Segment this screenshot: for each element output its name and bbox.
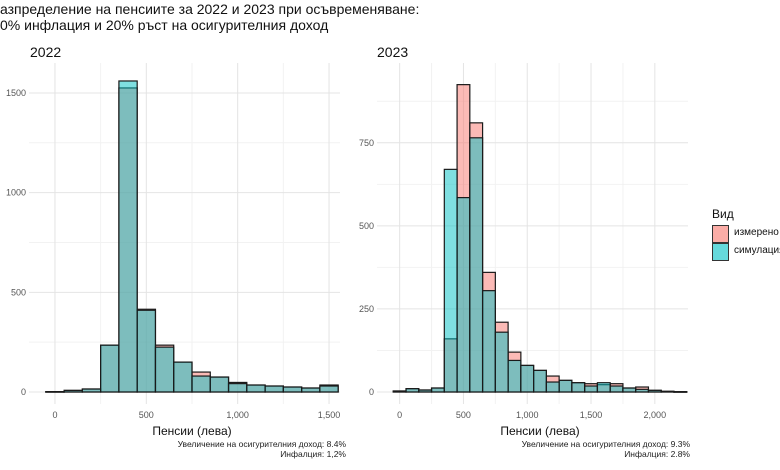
legend-title: Вид — [712, 207, 734, 221]
bar-simulated — [405, 388, 420, 393]
bar-simulated — [430, 387, 445, 393]
bar-simulated — [494, 331, 509, 393]
caption-inflation: Инфалция: 1,2% — [280, 449, 346, 459]
x-axis-label: Пенсии (лева) — [500, 424, 579, 438]
y-tick-label: 750 — [359, 138, 374, 148]
y-tick-label: 500 — [359, 221, 374, 231]
bar-simulated — [392, 390, 407, 393]
bar-simulated — [191, 375, 211, 393]
bar-simulated — [584, 385, 599, 393]
legend-label-simulated: симулация — [734, 245, 780, 256]
x-tick-label: 0 — [52, 410, 57, 420]
caption-income-growth: Увеличение на осигурителния доход: 9.3% — [522, 439, 691, 449]
figure-title-line2: 0% инфлация и 20% ръст на осигурителния … — [0, 17, 329, 33]
bar-simulated — [443, 168, 458, 393]
bar-simulated — [545, 381, 560, 393]
bar-simulated — [418, 389, 433, 393]
x-tick-label: 500 — [456, 410, 471, 420]
bar-simulated — [456, 197, 471, 393]
bar-simulated — [647, 389, 662, 393]
bar-simulated — [118, 80, 138, 393]
caption-inflation: Инфалция: 2.8% — [624, 449, 690, 459]
bar-simulated — [520, 364, 535, 393]
x-tick-label: 2,000 — [644, 410, 667, 420]
y-tick-label: 1500 — [6, 88, 26, 98]
x-axis-label: Пенсии (лева) — [152, 424, 231, 438]
y-tick-label: 0 — [369, 387, 374, 397]
x-tick-label: 1,500 — [580, 410, 603, 420]
y-tick-label: 500 — [11, 287, 26, 297]
x-tick-label: 1,500 — [318, 410, 341, 420]
bar-simulated — [533, 369, 547, 393]
bar-simulated — [622, 387, 637, 393]
x-tick-label: 1,000 — [226, 410, 249, 420]
bar-simulated — [209, 376, 230, 393]
bar-simulated — [596, 382, 611, 393]
bar-simulated — [558, 379, 573, 393]
legend-label-measured: измерено — [734, 227, 779, 238]
x-tick-label: 0 — [397, 410, 402, 420]
bar-simulated — [136, 309, 157, 393]
bar-simulated — [673, 391, 688, 393]
bar-simulated — [264, 385, 284, 393]
bar-simulated — [282, 386, 303, 393]
bar-simulated — [301, 387, 321, 393]
bar-simulated — [45, 391, 65, 393]
bar-simulated — [319, 385, 339, 393]
caption-income-growth: Увеличение на осигурителния доход: 8.4% — [178, 439, 347, 449]
x-tick-label: 1,000 — [516, 410, 539, 420]
bar-simulated — [154, 346, 175, 393]
panel-title: 2022 — [30, 44, 61, 60]
y-tick-label: 250 — [359, 304, 374, 314]
bar-simulated — [635, 388, 650, 393]
bar-simulated — [507, 359, 522, 393]
panel-title: 2023 — [377, 44, 408, 60]
bar-simulated — [100, 344, 120, 393]
bar-simulated — [609, 385, 624, 393]
y-tick-label: 0 — [21, 387, 26, 397]
x-tick-label: 500 — [139, 410, 154, 420]
legend-key-simulated — [712, 243, 729, 261]
figure-title-line1: азпределение на пенсиите за 2022 и 2023 … — [0, 1, 420, 17]
bar-simulated — [246, 384, 266, 393]
bar-simulated — [481, 290, 496, 393]
bar-simulated — [571, 382, 586, 393]
bar-simulated — [469, 137, 484, 393]
bar-simulated — [660, 390, 675, 393]
bar-simulated — [227, 383, 248, 393]
bar-simulated — [81, 388, 102, 393]
bar-simulated — [173, 361, 193, 393]
legend-key-measured — [712, 225, 729, 243]
y-tick-label: 1000 — [6, 188, 26, 198]
bar-simulated — [63, 389, 83, 393]
